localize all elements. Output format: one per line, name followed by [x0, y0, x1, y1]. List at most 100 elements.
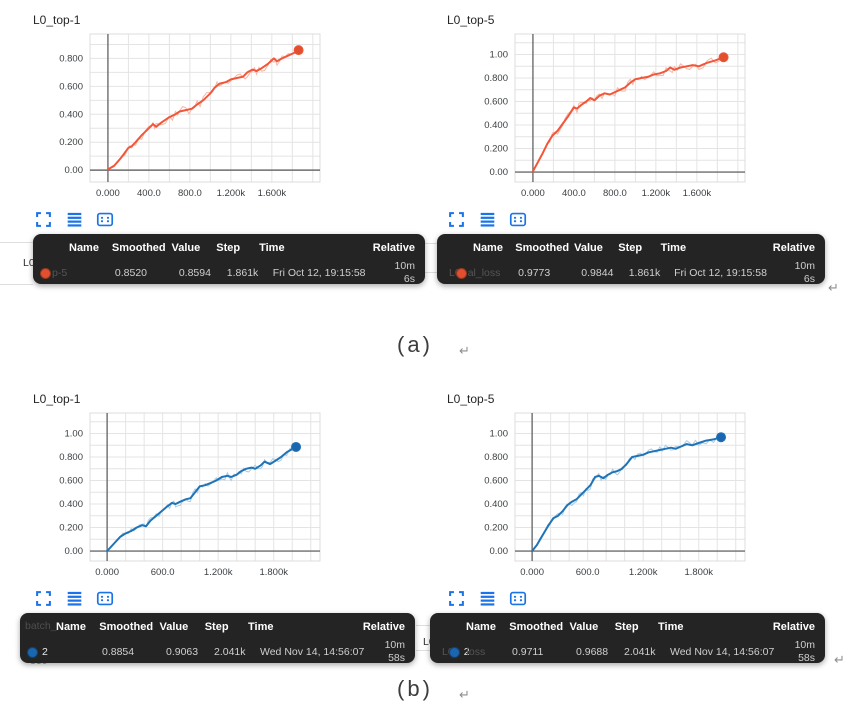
svg-text:0.800: 0.800 — [484, 452, 508, 463]
line-chart[interactable]: 0.000 400.0 800.0 1.200k 1.600k 0.00 0.200 0.40… — [457, 28, 757, 202]
expand-icon[interactable] — [34, 589, 52, 607]
svg-text:0.800: 0.800 — [59, 53, 83, 64]
svg-text:0.400: 0.400 — [59, 109, 83, 120]
svg-text:1.800k: 1.800k — [259, 567, 288, 578]
svg-text:0.000: 0.000 — [521, 188, 545, 199]
tooltip-header-smoothed: Smoothed — [111, 242, 166, 254]
smoothed-value: 0.8520 — [114, 266, 148, 279]
step-value: 2.041k — [624, 645, 656, 658]
tooltip-header-smoothed: Smoothed — [509, 621, 564, 633]
scalar-chart-card: L0_top-1 0.000 400.0 800.0 1.200k 1.600k 0.00… — [20, 6, 433, 306]
tooltip-header-relative: Relative — [372, 242, 415, 254]
chart-title: L0_top-1 — [33, 13, 81, 27]
background-rule — [0, 284, 33, 285]
runs-list-icon[interactable] — [65, 210, 83, 228]
relative-value: 10m 6s — [794, 260, 815, 285]
svg-text:1.00: 1.00 — [490, 429, 509, 440]
occluded-chart-title-fragment: L0 — [423, 636, 435, 648]
runs-list-icon[interactable] — [478, 589, 496, 607]
occluded-name-fragment: p-5 — [52, 266, 68, 279]
figure-caption-a: (a) — [397, 332, 433, 357]
smoothed-value: 0.8854 — [102, 645, 135, 658]
expand-icon[interactable] — [447, 589, 465, 607]
svg-text:0.200: 0.200 — [59, 137, 83, 148]
expand-icon[interactable] — [447, 210, 465, 228]
expand-icon[interactable] — [34, 210, 52, 228]
svg-text:0.200: 0.200 — [484, 144, 508, 155]
smoothed-value: 0.9711 — [512, 645, 544, 658]
paragraph-return-mark: ↵ — [828, 280, 839, 295]
paragraph-return-mark: ↵ — [459, 343, 470, 358]
smoothed-value: 0.9773 — [518, 266, 551, 279]
tooltip-header-value: Value — [171, 242, 201, 254]
svg-text:800.0: 800.0 — [603, 188, 627, 199]
chart-title: L0_top-1 — [33, 392, 81, 406]
tooltip-header-relative: Relative — [772, 621, 816, 633]
svg-text:0.000: 0.000 — [520, 567, 544, 578]
svg-text:0.400: 0.400 — [484, 499, 508, 510]
svg-text:1.200k: 1.200k — [629, 567, 658, 578]
svg-text:1.800k: 1.800k — [684, 567, 713, 578]
svg-text:800.0: 800.0 — [178, 188, 202, 199]
series-dot — [40, 267, 51, 279]
chart-tooltip: Name Smoothed Value Step Time Relative p… — [33, 234, 425, 285]
tooltip-header-step: Step — [614, 621, 639, 633]
runs-list-icon[interactable] — [65, 589, 83, 607]
svg-text:0.00: 0.00 — [490, 167, 509, 178]
relative-value: 10m 58s — [384, 639, 405, 664]
occluded-chart-title-fragment: batch_ — [25, 620, 57, 632]
tooltip-header-value: Value — [574, 242, 603, 254]
tooltip-header-value: Value — [159, 621, 189, 633]
runs-list-icon[interactable] — [478, 210, 496, 228]
svg-text:0.00: 0.00 — [65, 546, 84, 557]
svg-text:0.200: 0.200 — [59, 523, 83, 534]
time-value: Fri Oct 12, 19:15:58 — [674, 266, 767, 279]
series-dot — [448, 646, 460, 658]
step-value: 1.861k — [628, 266, 661, 279]
fit-domain-icon[interactable] — [509, 210, 527, 228]
svg-text:0.000: 0.000 — [95, 567, 119, 578]
step-value: 1.861k — [226, 266, 259, 279]
line-chart[interactable]: 0.000 600.0 1.200k 1.800k 0.00 0.200 0.400 0.60… — [457, 407, 757, 581]
svg-text:1.200k: 1.200k — [642, 188, 671, 199]
tooltip-row: L0 al_loss 0.9773 0.9844 1.861k Fri Oct … — [449, 260, 815, 286]
svg-text:0.000: 0.000 — [96, 188, 120, 199]
fit-domain-icon[interactable] — [96, 589, 114, 607]
time-value: Fri Oct 12, 19:15:58 — [272, 266, 366, 279]
line-chart[interactable]: 0.000 600.0 1.200k 1.800k 0.00 0.200 0.400 0.60… — [32, 407, 332, 581]
series-name: 2 — [463, 645, 470, 658]
svg-text:0.400: 0.400 — [59, 499, 83, 510]
occluded-name-fragment: al_loss — [467, 266, 501, 279]
tooltip-header-time: Time — [658, 621, 684, 633]
scalar-chart-card: L0_top-5 0.000 400.0 800.0 1.200k 1.600k 0.00… — [433, 6, 846, 306]
svg-text:0.600: 0.600 — [484, 97, 508, 108]
series-dot — [27, 646, 38, 658]
time-value: Wed Nov 14, 14:56:07 — [670, 645, 775, 658]
chart-tooltip: Name Smoothed Value Step Time Relative L… — [430, 613, 825, 664]
occluded-chart-title-fragment: L0 — [23, 257, 35, 269]
tooltip-header-name: Name — [473, 242, 503, 254]
line-chart[interactable]: 0.000 400.0 800.0 1.200k 1.600k 0.00 0.200 0.40… — [32, 28, 332, 202]
tooltip-header-step: Step — [618, 242, 643, 254]
fit-domain-icon[interactable] — [96, 210, 114, 228]
background-rule — [425, 272, 437, 273]
background-rule — [416, 625, 430, 626]
chart-tooltip: batch_ Name Smoothed Value Step Time Rel… — [20, 613, 415, 664]
relative-value: 10m 6s — [394, 260, 415, 285]
background-rule — [416, 650, 430, 651]
svg-text:1.00: 1.00 — [65, 429, 84, 440]
svg-text:1.200k: 1.200k — [217, 188, 246, 199]
tooltip-header-relative: Relative — [772, 242, 815, 254]
background-rule — [0, 242, 33, 243]
chart-toolbar — [447, 210, 527, 228]
tooltip-header-smoothed: Smoothed — [99, 621, 154, 633]
tooltip-header-time: Time — [259, 242, 285, 254]
paragraph-return-mark: ↵ — [459, 687, 470, 702]
figure-caption-b: (b) — [397, 676, 433, 701]
svg-text:1.200k: 1.200k — [204, 567, 233, 578]
tooltip-header-time: Time — [248, 621, 274, 633]
chart-tooltip: Name Smoothed Value Step Time Relative L… — [437, 234, 825, 286]
fit-domain-icon[interactable] — [509, 589, 527, 607]
svg-text:0.600: 0.600 — [59, 476, 83, 487]
tooltip-header-step: Step — [204, 621, 229, 633]
